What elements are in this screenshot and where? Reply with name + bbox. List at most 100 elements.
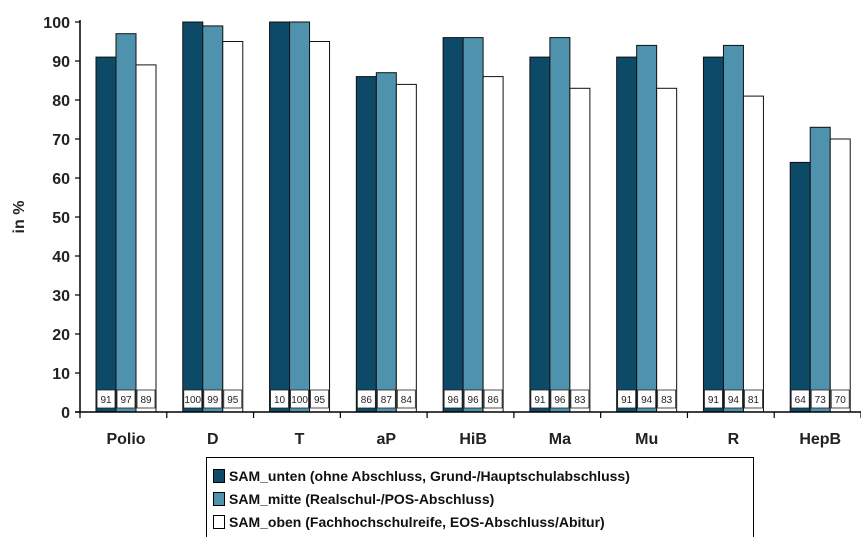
- legend-label-sam-mitte: SAM_mitte (Realschul-/POS-Abschluss): [229, 490, 495, 507]
- data-label: 10: [274, 395, 286, 406]
- data-label: 96: [554, 395, 566, 406]
- bar-2-ma: [549, 37, 571, 413]
- data-label: 99: [207, 395, 219, 406]
- y-tick-label: 70: [52, 132, 70, 149]
- bar-3-r: [742, 95, 764, 413]
- bar-2-t: [289, 21, 311, 413]
- legend-label-sam-oben: SAM_oben (Fachhochschulreife, EOS-Abschl…: [229, 513, 605, 530]
- y-axis-title: in %: [11, 201, 28, 234]
- bar-2-d: [202, 25, 224, 413]
- y-tick-label: 80: [52, 93, 70, 110]
- data-label-box: [310, 389, 329, 409]
- bar-1-r: [702, 56, 724, 413]
- data-label: 100: [291, 395, 308, 406]
- bar-3-hib: [482, 76, 504, 413]
- data-label: 81: [748, 395, 760, 406]
- bar-3-mu: [656, 87, 678, 413]
- data-label: 91: [708, 395, 720, 406]
- x-tick-label: aP: [377, 431, 397, 448]
- x-tick-label: Polio: [106, 431, 145, 448]
- data-label: 83: [661, 395, 673, 406]
- data-label: 95: [314, 395, 326, 406]
- bar-3-ma: [569, 87, 591, 413]
- data-label-box: [570, 389, 590, 409]
- bar-2-hepb: [809, 126, 831, 413]
- data-label: 84: [401, 395, 413, 406]
- bar-2-ap: [375, 72, 397, 413]
- data-label: 94: [641, 395, 653, 406]
- data-label-box: [290, 389, 309, 409]
- x-tick-label: T: [295, 431, 305, 448]
- data-label: 83: [574, 395, 586, 406]
- y-tick-label: 90: [52, 54, 70, 71]
- legend-swatch-sam-unten: [213, 468, 225, 483]
- data-label: 97: [120, 395, 132, 406]
- data-label-box: [617, 389, 637, 409]
- y-tick-label: 100: [43, 15, 70, 32]
- x-tick-label: HiB: [459, 431, 487, 448]
- data-label-box: [223, 389, 243, 409]
- bar-3-hepb: [829, 138, 851, 413]
- data-label-box: [136, 389, 156, 409]
- legend-swatch-sam-mitte: [213, 491, 225, 506]
- legend-item-sam-mitte: SAM_mitte (Realschul-/POS-Abschluss): [213, 487, 753, 510]
- bar-2-hib: [462, 37, 484, 413]
- data-label-box: [550, 389, 570, 409]
- data-label: 91: [621, 395, 633, 406]
- data-label: 100: [184, 395, 201, 406]
- bar-1-hepb: [789, 161, 811, 413]
- data-label: 73: [815, 395, 827, 406]
- data-label-box: [183, 389, 203, 409]
- data-label: 91: [100, 395, 112, 406]
- data-label: 70: [835, 395, 847, 406]
- bar-1-hib: [442, 37, 464, 413]
- bar-3-t: [309, 41, 331, 413]
- bar-2-mu: [636, 44, 658, 413]
- y-tick-label: 60: [52, 171, 70, 188]
- y-tick-label: 10: [52, 366, 70, 383]
- data-label: 94: [728, 395, 740, 406]
- data-label: 95: [227, 395, 239, 406]
- data-label-box: [790, 389, 810, 409]
- y-tick-label: 50: [52, 210, 70, 227]
- data-label-box: [830, 389, 850, 409]
- bar-2-r: [722, 44, 744, 413]
- data-label-box: [96, 389, 116, 409]
- data-label: 87: [381, 395, 393, 406]
- bar-1-ap: [355, 76, 377, 413]
- bar-3-d: [222, 41, 244, 413]
- chart-legend: SAM_unten (ohne Abschluss, Grund-/Haupts…: [206, 457, 754, 537]
- bar-1-polio: [95, 56, 117, 413]
- y-tick-label: 30: [52, 288, 70, 305]
- data-label: 86: [488, 395, 500, 406]
- data-label-box: [530, 389, 550, 409]
- legend-item-sam-unten: SAM_unten (ohne Abschluss, Grund-/Haupts…: [213, 464, 753, 487]
- bar-1-d: [182, 21, 204, 413]
- x-tick-label: D: [207, 431, 219, 448]
- data-label: 89: [140, 395, 152, 406]
- bar-1-ma: [529, 56, 551, 413]
- bar-2-polio: [115, 33, 137, 413]
- data-label-box: [657, 389, 677, 409]
- legend-label-sam-unten: SAM_unten (ohne Abschluss, Grund-/Haupts…: [229, 467, 630, 484]
- x-tick-label: R: [728, 431, 740, 448]
- data-label-box: [810, 389, 830, 409]
- data-label-box: [203, 389, 223, 409]
- y-tick-label: 0: [61, 405, 70, 422]
- data-label: 96: [448, 395, 460, 406]
- data-label-box: [744, 389, 763, 409]
- bar-1-t: [269, 21, 291, 413]
- y-tick-label: 40: [52, 249, 70, 266]
- data-label-box: [270, 389, 289, 409]
- x-tick-label: Ma: [549, 431, 571, 448]
- bar-1-mu: [616, 56, 638, 413]
- data-label: 91: [534, 395, 546, 406]
- data-label-box: [637, 389, 657, 409]
- y-tick-label: 20: [52, 327, 70, 344]
- data-label-box: [483, 389, 503, 409]
- data-label: 86: [361, 395, 373, 406]
- data-label-box: [376, 389, 396, 409]
- x-tick-label: HepB: [799, 431, 841, 448]
